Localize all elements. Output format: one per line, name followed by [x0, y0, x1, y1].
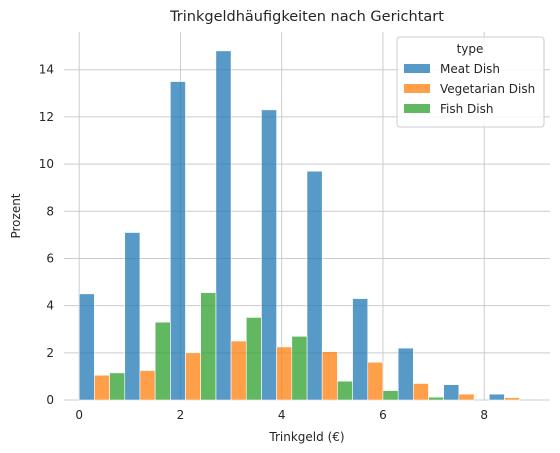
bar-meat-dish — [124, 232, 141, 401]
y-axis-ticks: 0 2 4 6 8 10 12 14 — [39, 63, 54, 407]
bars — [78, 50, 520, 401]
x-axis-label: Trinkgeld (€) — [268, 430, 344, 444]
bar-vegetarian-dish — [94, 374, 110, 401]
bar-vegetarian-dish — [504, 397, 520, 401]
bar-fish-dish — [382, 390, 399, 401]
bar-fish-dish — [291, 336, 308, 401]
bar-meat-dish — [215, 50, 232, 401]
bar-vegetarian-dish — [413, 383, 429, 401]
y-tick-label: 12 — [39, 110, 54, 124]
legend-label: Fish Dish — [440, 102, 493, 116]
chart-title: Trinkgeldhäufigkeiten nach Gerichtart — [169, 9, 444, 25]
legend: type Meat Dish Vegetarian Dish Fish Dish — [396, 36, 545, 128]
bar-meat-dish — [78, 293, 95, 401]
legend-swatch — [404, 104, 430, 113]
bar-meat-dish — [352, 298, 369, 401]
legend-swatch — [404, 64, 430, 73]
bar-vegetarian-dish — [185, 352, 201, 401]
bar-meat-dish — [397, 347, 414, 401]
bar-vegetarian-dish — [276, 346, 293, 401]
bar-fish-dish — [337, 380, 353, 401]
y-tick-label: 6 — [46, 251, 54, 265]
bar-meat-dish — [306, 170, 323, 401]
y-tick-label: 14 — [39, 63, 54, 77]
bar-vegetarian-dish — [458, 393, 475, 401]
bar-fish-dish — [200, 292, 217, 401]
bar-meat-dish — [261, 109, 277, 401]
x-tick-label: 0 — [75, 408, 83, 422]
legend-title: type — [457, 42, 484, 56]
bar-meat-dish — [443, 384, 460, 401]
legend-box — [396, 36, 545, 128]
x-tick-label: 4 — [278, 408, 286, 422]
bar-vegetarian-dish — [367, 361, 384, 401]
x-tick-label: 6 — [379, 408, 387, 422]
bar-fish-dish — [245, 317, 262, 401]
y-axis-label: Prozent — [9, 193, 23, 238]
bar-vegetarian-dish — [230, 340, 247, 401]
bar-meat-dish — [170, 81, 186, 401]
x-tick-label: 2 — [177, 408, 185, 422]
x-tick-label: 8 — [480, 408, 488, 422]
bar-meat-dish — [488, 393, 505, 401]
bar-fish-dish — [109, 372, 126, 401]
y-tick-label: 0 — [46, 393, 54, 407]
legend-label: Meat Dish — [440, 62, 500, 76]
y-tick-label: 8 — [46, 204, 54, 218]
bar-fish-dish — [428, 396, 444, 401]
legend-label: Vegetarian Dish — [440, 82, 535, 96]
y-tick-label: 10 — [39, 157, 54, 171]
y-tick-label: 2 — [46, 346, 54, 360]
bar-vegetarian-dish — [321, 351, 338, 401]
bar-vegetarian-dish — [139, 370, 156, 401]
legend-swatch — [404, 84, 430, 93]
x-axis-ticks: 0 2 4 6 8 — [75, 408, 488, 422]
y-tick-label: 4 — [46, 299, 54, 313]
bar-fish-dish — [154, 321, 171, 401]
